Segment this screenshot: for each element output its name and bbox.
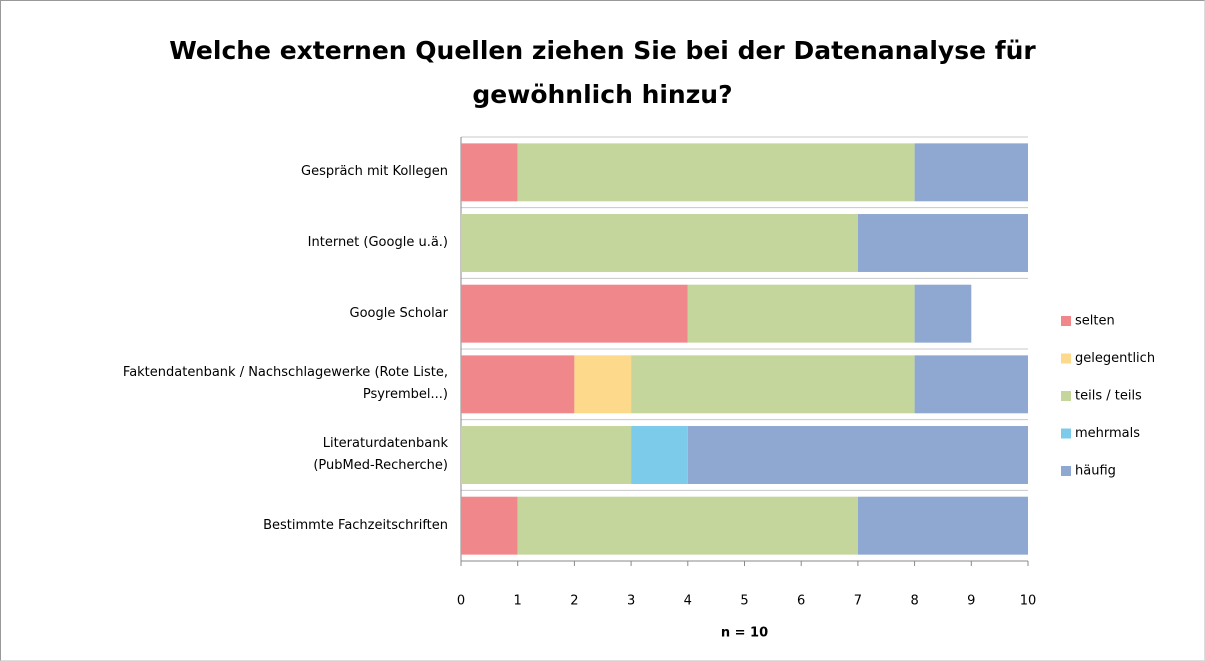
x-tick-label: 1 [514,594,522,609]
legend-swatch [1061,353,1071,364]
y-tick-label: Internet (Google u.ä.) [307,235,448,250]
x-tick-label: 7 [854,594,862,609]
bar-segment [687,426,1028,484]
bar-segment [461,214,858,272]
bar-segment [914,355,1028,414]
bar-segment [517,496,858,555]
bar-segment [461,284,688,343]
bar-segment [857,496,1028,555]
x-tick-label: 4 [684,594,692,609]
legend-label: gelegentlich [1075,351,1155,366]
legend-swatch [1061,391,1071,401]
x-tick-label: 10 [1020,594,1037,609]
y-tick-label: Literaturdatenbank (PubMed-Recherche) [313,436,448,473]
x-tick-label: 9 [967,594,975,609]
y-tick-label: Gespräch mit Kollegen [301,164,448,180]
x-tick-label: 3 [627,594,635,609]
legend-swatch [1061,316,1071,326]
x-tick-label: 8 [910,594,918,609]
x-tick-label: 6 [797,594,805,609]
bar-segment [687,284,915,343]
y-tick-label: Faktendatenbank / Nachschlagewerke (Rote… [122,365,448,403]
bar-segment [517,143,915,202]
y-tick-label: Bestimmte Fachzeitschriften [263,517,448,533]
bar-segment [914,143,1028,202]
x-tick-label: 2 [570,594,578,609]
bar-segment [461,355,575,414]
bar-segment [574,355,632,414]
x-axis-label: n = 10 [721,626,768,641]
x-tick-label: 0 [457,594,465,609]
bar-segment [631,355,915,414]
bar-segment [461,496,518,555]
chart-title: Welche externen Quellen ziehen Sie bei d… [169,36,1036,109]
bar-segment [461,426,632,484]
legend-label: mehrmals [1075,426,1140,441]
bar-segment [631,426,688,484]
legend-label: selten [1075,314,1115,329]
legend-swatch [1061,466,1071,476]
y-tick-label: Google Scholar [349,305,449,321]
bar-segment [461,143,518,202]
legend-label: teils / teils [1075,389,1142,404]
x-tick-label: 5 [740,594,748,609]
bar-segment [857,214,1028,272]
legend-label: häufig [1075,464,1116,479]
bar-segment [914,284,972,343]
legend-swatch [1061,428,1071,439]
